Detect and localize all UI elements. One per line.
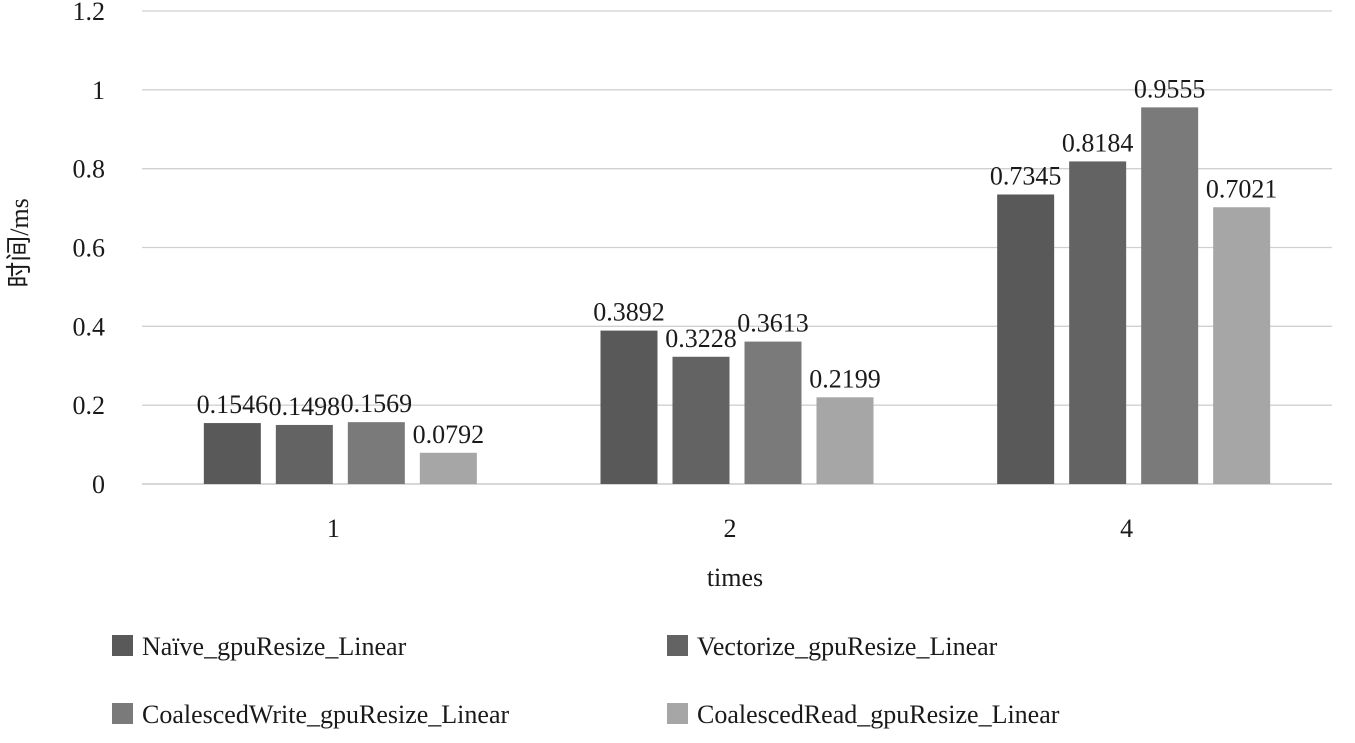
x-tick-label: 2 (724, 514, 737, 543)
y-tick-label: 0.4 (73, 312, 106, 341)
x-tick-label: 1 (327, 514, 340, 543)
bar (600, 330, 658, 484)
data-label: 0.3228 (665, 324, 737, 353)
bar (1141, 107, 1199, 484)
legend-label: Naïve_gpuResize_Linear (142, 632, 407, 661)
legend-swatch (667, 635, 688, 656)
y-tick-label: 0.8 (73, 155, 106, 184)
bar (275, 424, 333, 484)
bars (203, 107, 1271, 484)
bar (203, 423, 261, 484)
bar (816, 397, 874, 484)
data-label: 0.3613 (737, 309, 809, 338)
data-label: 0.1569 (341, 389, 413, 418)
bar (997, 194, 1055, 484)
bar (347, 422, 405, 484)
x-axis-title: times (707, 563, 763, 592)
data-label: 0.2199 (809, 364, 881, 393)
y-axis-title: 时间/ms (5, 198, 34, 288)
data-label: 0.7021 (1206, 174, 1278, 203)
data-label: 0.1546 (197, 390, 269, 419)
legend-label: Vectorize_gpuResize_Linear (697, 632, 998, 661)
y-tick-label: 1 (92, 76, 105, 105)
data-label: 0.7345 (990, 161, 1062, 190)
legend-label: CoalescedRead_gpuResize_Linear (697, 700, 1060, 729)
data-label: 0.0792 (413, 420, 485, 449)
data-label: 0.3892 (593, 298, 665, 327)
y-tick-label: 0 (92, 470, 105, 499)
legend-swatch (112, 703, 133, 724)
data-label: 0.8184 (1062, 128, 1134, 157)
y-tick-label: 0.2 (73, 391, 106, 420)
bar (744, 341, 802, 484)
data-label: 0.9555 (1134, 74, 1206, 103)
bar (1069, 161, 1127, 484)
bar (672, 356, 730, 484)
legend-swatch (667, 703, 688, 724)
gridlines (142, 10, 1332, 485)
x-axis-ticks: 1 2 4 (327, 514, 1133, 543)
legend: Naïve_gpuResize_Linear Vectorize_gpuResiz… (112, 632, 1060, 729)
y-axis-ticks: 0 0.2 0.4 0.6 0.8 1 1.2 (73, 0, 106, 499)
legend-label: CoalescedWrite_gpuResize_Linear (142, 700, 509, 729)
data-label: 0.1498 (269, 392, 341, 421)
legend-swatch (112, 635, 133, 656)
x-tick-label: 4 (1120, 514, 1133, 543)
y-tick-label: 1.2 (73, 0, 106, 26)
bar (419, 452, 477, 484)
y-tick-label: 0.6 (73, 234, 106, 263)
bar (1213, 207, 1271, 484)
